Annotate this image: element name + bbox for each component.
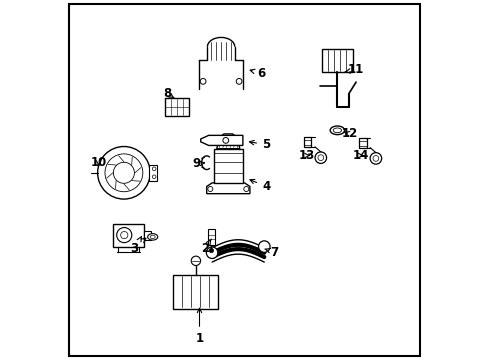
Polygon shape — [216, 134, 239, 149]
Polygon shape — [206, 183, 249, 194]
FancyBboxPatch shape — [303, 137, 311, 147]
Circle shape — [314, 152, 326, 163]
Circle shape — [98, 147, 150, 199]
Ellipse shape — [150, 235, 155, 238]
FancyBboxPatch shape — [321, 49, 352, 72]
Text: 2: 2 — [201, 239, 211, 255]
Circle shape — [369, 153, 381, 164]
Circle shape — [372, 156, 378, 161]
Text: 6: 6 — [250, 67, 265, 80]
Text: 1: 1 — [195, 308, 203, 345]
Circle shape — [207, 186, 212, 192]
Text: 12: 12 — [341, 127, 357, 140]
FancyBboxPatch shape — [144, 231, 151, 240]
FancyBboxPatch shape — [113, 225, 144, 247]
Circle shape — [209, 248, 213, 253]
Circle shape — [117, 228, 132, 243]
Circle shape — [121, 231, 127, 239]
Circle shape — [258, 241, 269, 252]
Text: 14: 14 — [351, 149, 368, 162]
Circle shape — [236, 78, 242, 84]
Circle shape — [317, 155, 323, 161]
Text: 3: 3 — [130, 237, 141, 255]
Circle shape — [152, 175, 156, 179]
Circle shape — [191, 256, 200, 266]
Text: 7: 7 — [264, 246, 278, 258]
FancyBboxPatch shape — [208, 229, 214, 245]
Circle shape — [206, 247, 218, 258]
Circle shape — [105, 154, 142, 192]
Circle shape — [152, 167, 156, 171]
Ellipse shape — [332, 128, 341, 132]
FancyBboxPatch shape — [165, 98, 188, 116]
Text: 5: 5 — [249, 138, 270, 151]
FancyBboxPatch shape — [358, 138, 366, 148]
Text: 11: 11 — [345, 63, 364, 76]
Circle shape — [200, 78, 205, 84]
Text: 9: 9 — [192, 157, 204, 170]
Text: 13: 13 — [298, 149, 314, 162]
Ellipse shape — [329, 126, 344, 135]
Circle shape — [244, 186, 248, 192]
FancyBboxPatch shape — [173, 274, 218, 309]
Circle shape — [113, 162, 134, 183]
Text: 10: 10 — [90, 156, 106, 169]
FancyBboxPatch shape — [149, 165, 157, 181]
FancyBboxPatch shape — [213, 149, 242, 183]
Polygon shape — [201, 135, 243, 145]
Circle shape — [223, 138, 228, 143]
Ellipse shape — [147, 234, 158, 240]
Text: 4: 4 — [249, 179, 270, 193]
Text: 8: 8 — [163, 87, 174, 100]
